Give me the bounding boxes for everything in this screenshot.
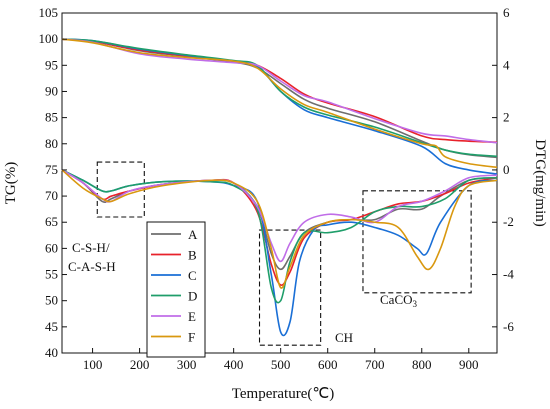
legend-label-d: D	[188, 289, 197, 304]
y-left-tick-label: 85	[45, 110, 58, 125]
y-right-tick-label: -6	[503, 319, 514, 334]
y-right-tick-label: -4	[503, 267, 514, 282]
legend-label-f: F	[188, 330, 195, 345]
y-left-tick-label: 105	[39, 5, 59, 20]
dtg-curve-e	[61, 169, 498, 263]
tg-curve-f	[61, 38, 498, 169]
y-left-tick-label: 75	[45, 162, 58, 177]
x-tick-label: 700	[365, 357, 385, 372]
legend-label-e: E	[188, 309, 196, 324]
annotation-csh-line1: C-S-H/	[72, 240, 110, 255]
annotation-caco3: CaCO3	[380, 292, 418, 309]
legend-label-a: A	[188, 227, 198, 242]
x-tick-label: 800	[412, 357, 432, 372]
y-left-tick-label: 60	[45, 240, 58, 255]
legend-label-b: B	[188, 248, 197, 263]
dtg-curve-a	[61, 169, 498, 271]
x-tick-label: 300	[177, 357, 197, 372]
x-tick-label: 500	[271, 357, 291, 372]
dtg-curve-f	[61, 169, 498, 289]
y-left-tick-label: 40	[45, 345, 58, 360]
y-left-tick-label: 70	[45, 188, 58, 203]
y-right-tick-label: 6	[503, 5, 510, 20]
x-axis-title: Temperature(℃)	[232, 386, 334, 402]
annotation-ch: CH	[335, 330, 353, 345]
tg-curve-a	[61, 38, 498, 159]
y-right-tick-label: 0	[503, 162, 510, 177]
x-tick-label: 100	[83, 357, 103, 372]
x-tick-label: 900	[459, 357, 479, 372]
x-tick-label: 600	[318, 357, 338, 372]
caco3-highlight-box	[362, 190, 472, 294]
y-left-tick-label: 45	[45, 319, 58, 334]
annotation-csh-line2: C-A-S-H	[68, 259, 116, 274]
tg-curve-c	[61, 38, 498, 175]
annotation-caco3-main: CaCO	[380, 292, 413, 307]
y-axis-left-title: TG(%)	[3, 162, 19, 204]
plot-frame-layer	[61, 12, 498, 354]
y-left-tick-label: 95	[45, 57, 58, 72]
y-right-tick-label: 4	[503, 57, 510, 72]
y-right-tick-label: -2	[503, 214, 514, 229]
y-axis-right-title: DTG(mg/min)	[532, 139, 548, 227]
y-left-tick-label: 100	[39, 31, 59, 46]
y-right-tick-label: 2	[503, 110, 510, 125]
axis-labels: 100 200 300 400 500 600 700 800 9004045505560657…	[39, 5, 515, 372]
dtg-curve-d	[61, 169, 498, 304]
x-tick-label: 400	[224, 357, 244, 372]
x-tick-label: 200	[130, 357, 150, 372]
y-left-tick-label: 55	[45, 267, 58, 282]
y-left-tick-label: 80	[45, 136, 58, 151]
legend-box	[146, 221, 206, 358]
tg-curve-b	[61, 38, 498, 143]
y-left-tick-label: 65	[45, 214, 58, 229]
y-left-tick-label: 50	[45, 293, 58, 308]
plot-frame	[61, 12, 498, 354]
tg-curve-d	[61, 38, 498, 158]
annotation-caco3-sub: 3	[413, 299, 418, 309]
legend-label-c: C	[188, 268, 197, 283]
y-left-tick-label: 90	[45, 83, 58, 98]
tg-curve-e	[61, 38, 498, 144]
data-series	[61, 38, 498, 337]
